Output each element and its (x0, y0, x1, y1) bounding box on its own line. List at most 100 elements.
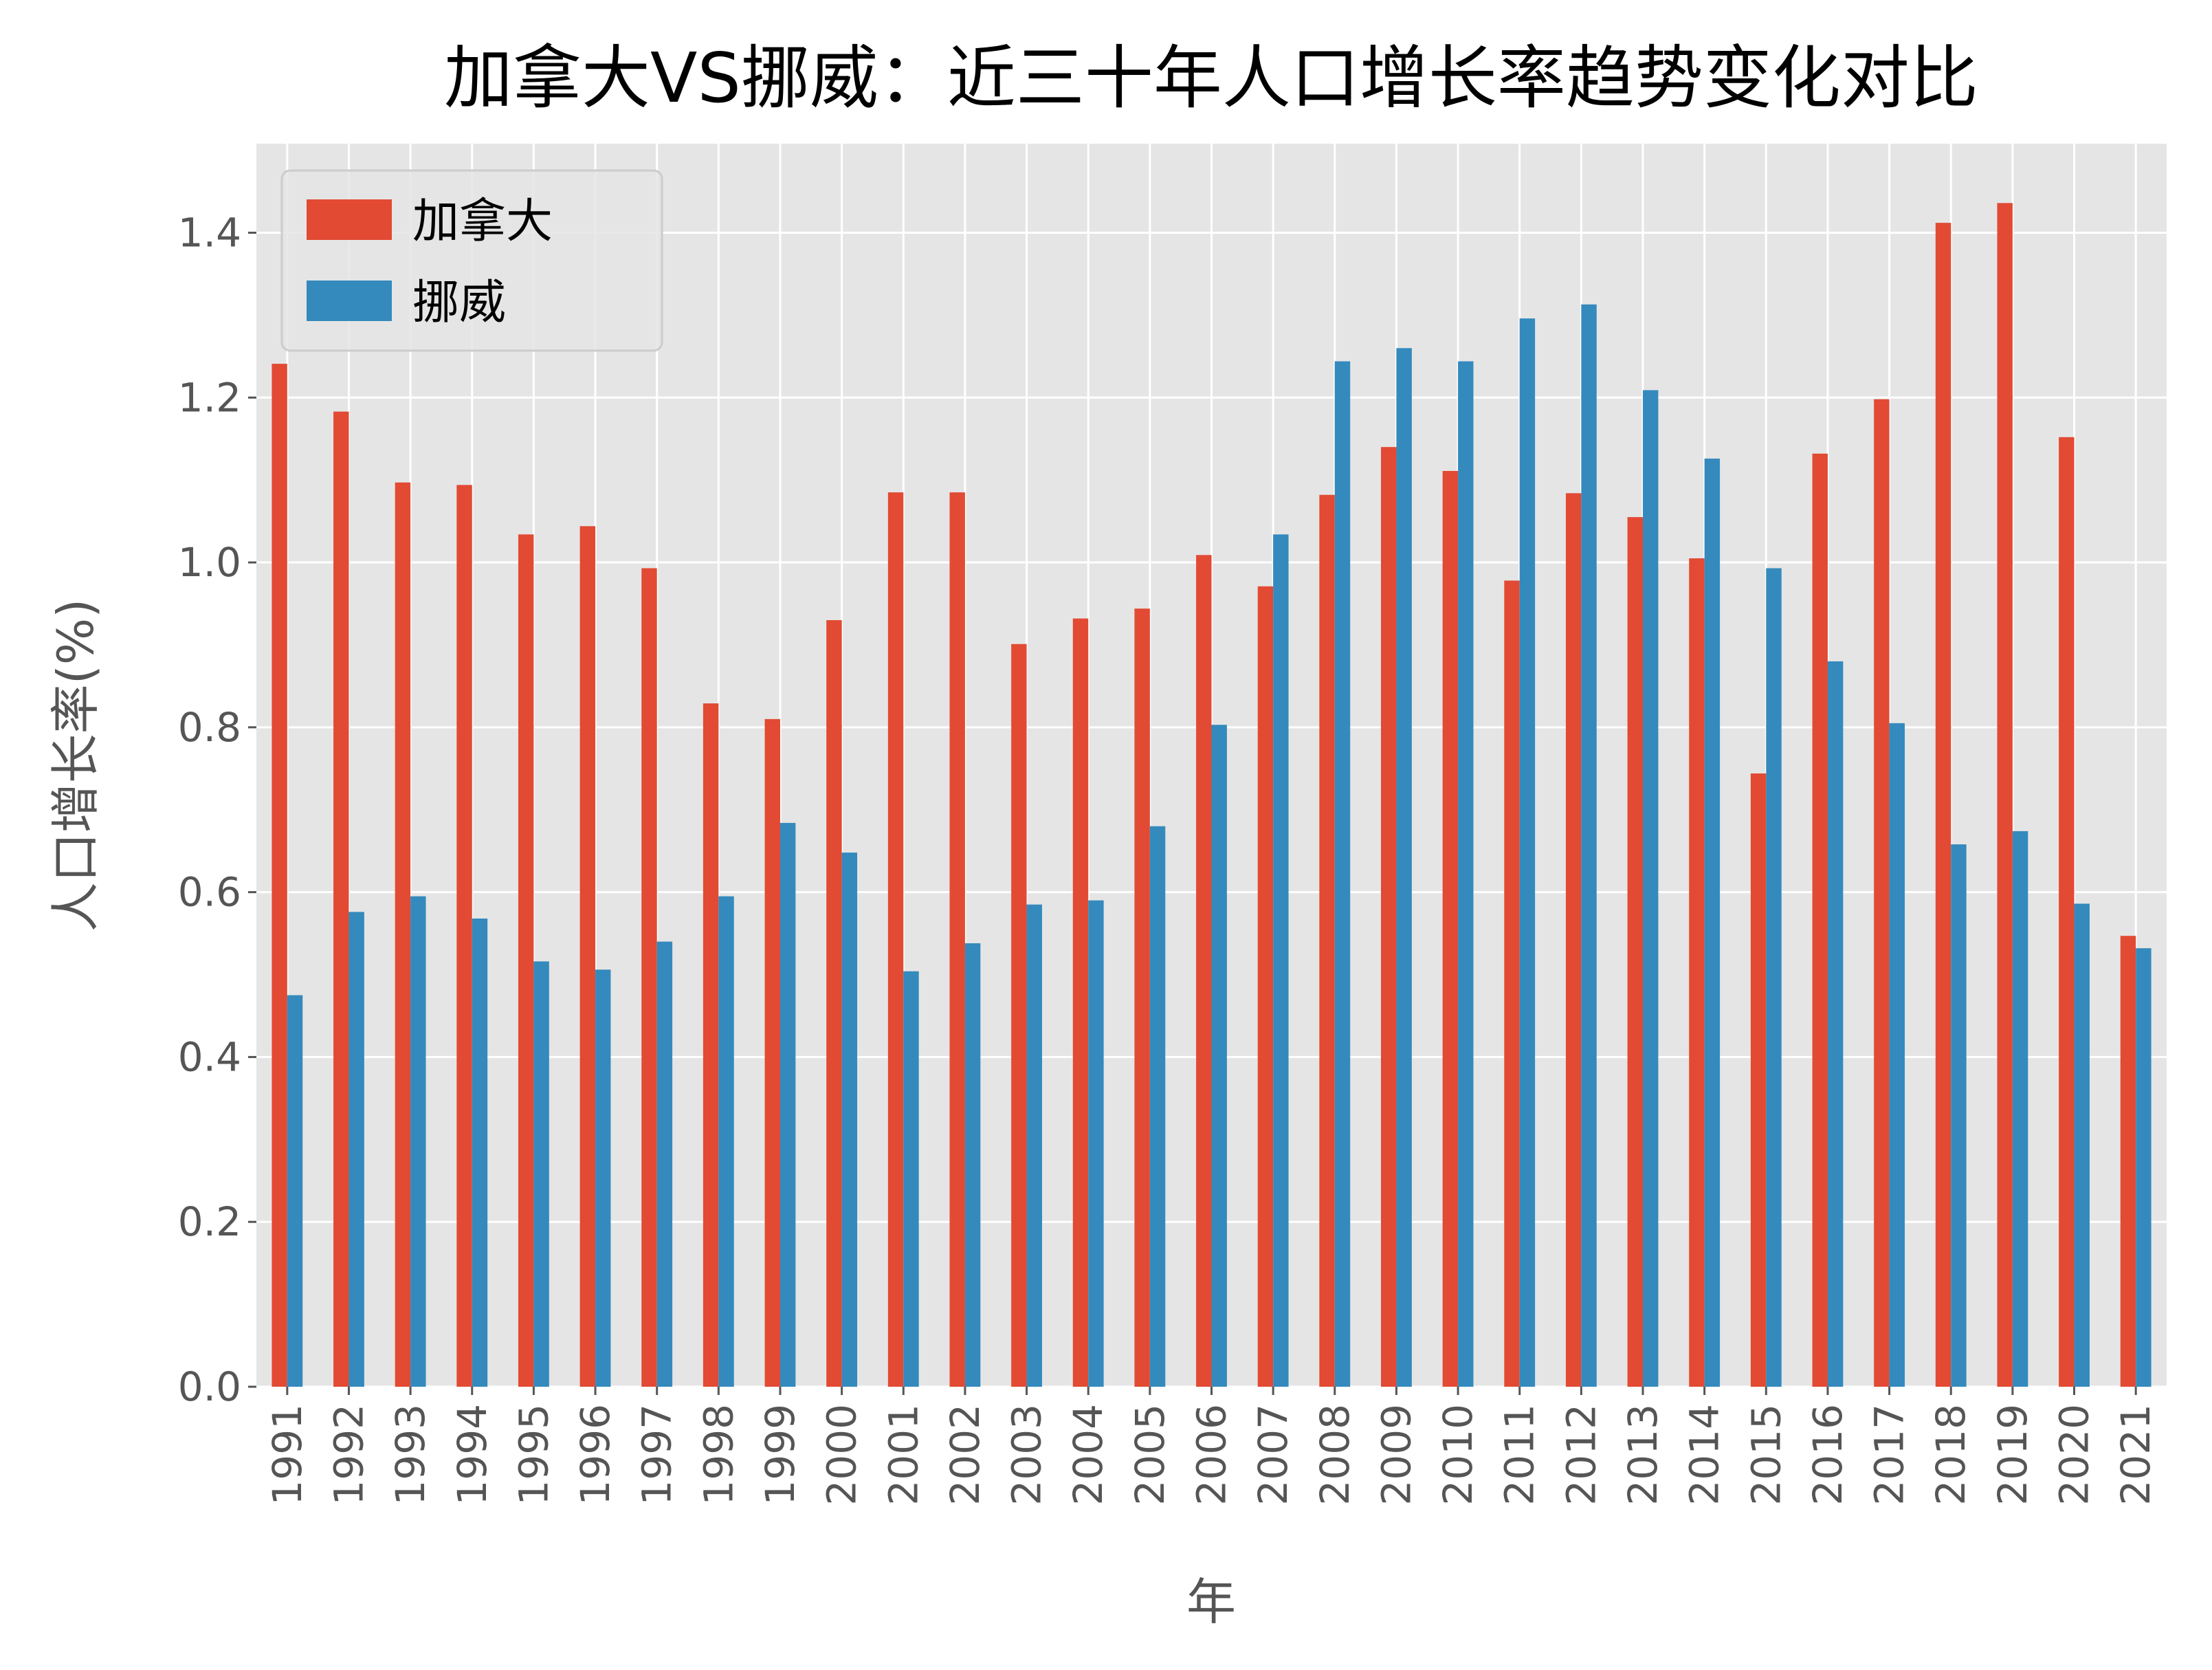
bar-norway-1995 (533, 961, 549, 1387)
x-tick-label: 2021 (2112, 1404, 2159, 1506)
y-tick-label: 0.2 (178, 1198, 241, 1245)
bar-norway-2006 (1211, 725, 1227, 1387)
x-tick-label: 2020 (2051, 1404, 2098, 1506)
bar-norway-1993 (410, 896, 426, 1387)
bar-canada-2015 (1750, 773, 1767, 1387)
x-tick-label: 2012 (1558, 1404, 1604, 1506)
bar-canada-2003 (1011, 644, 1027, 1387)
bar-canada-1999 (764, 718, 780, 1387)
bar-canada-1996 (579, 526, 596, 1387)
bar-canada-2019 (1997, 203, 2013, 1387)
x-tick-label: 2006 (1188, 1404, 1235, 1506)
bar-canada-2001 (887, 492, 904, 1387)
bar-canada-2018 (1935, 223, 1951, 1387)
bar-norway-2008 (1334, 361, 1351, 1387)
bar-norway-2014 (1704, 458, 1721, 1387)
x-tick-label: 1991 (264, 1404, 311, 1506)
bar-norway-2020 (2074, 903, 2090, 1387)
legend-swatch-norway (307, 281, 392, 321)
bar-canada-2010 (1442, 470, 1459, 1387)
legend-label-norway: 挪威 (412, 276, 506, 330)
legend-swatch-canada (307, 199, 392, 240)
x-tick-label: 2003 (1004, 1404, 1050, 1506)
bar-canada-2014 (1689, 558, 1705, 1387)
y-tick-label: 1.2 (178, 374, 241, 421)
y-tick-label: 0.4 (178, 1033, 241, 1080)
x-tick-label: 2014 (1681, 1404, 1728, 1506)
bar-norway-2011 (1519, 318, 1536, 1387)
bar-norway-1991 (287, 995, 303, 1387)
bar-canada-1992 (333, 411, 349, 1387)
bar-canada-2006 (1196, 555, 1212, 1387)
bar-norway-2015 (1766, 568, 1782, 1387)
y-tick-label: 0.6 (178, 869, 241, 916)
bar-canada-2009 (1381, 447, 1397, 1387)
x-tick-label: 2002 (942, 1404, 988, 1506)
x-tick-label: 1999 (757, 1404, 804, 1506)
bar-norway-2018 (1951, 844, 1967, 1387)
bar-norway-1998 (718, 896, 734, 1387)
bar-canada-2016 (1812, 453, 1828, 1387)
x-tick-label: 2008 (1312, 1404, 1358, 1506)
y-tick-label: 1.4 (178, 209, 241, 256)
bar-norway-2009 (1396, 348, 1412, 1387)
bar-norway-2021 (2136, 948, 2152, 1387)
bar-norway-1994 (472, 919, 488, 1387)
bar-canada-2000 (826, 619, 842, 1387)
chart-title: 加拿大VS挪威：近三十年人口增长率趋势变化对比 (444, 38, 1978, 118)
x-tick-label: 1996 (572, 1404, 619, 1506)
bar-canada-2004 (1072, 618, 1089, 1387)
x-tick-label: 2011 (1496, 1404, 1543, 1506)
bar-norway-2005 (1149, 826, 1166, 1387)
bar-norway-2001 (903, 971, 919, 1387)
x-tick-label: 1992 (325, 1404, 372, 1506)
x-tick-label: 2019 (1989, 1404, 2036, 1506)
bar-canada-2005 (1134, 608, 1150, 1387)
bars (272, 203, 2152, 1387)
y-tick-label: 0.8 (178, 704, 241, 751)
bar-canada-2011 (1504, 580, 1520, 1387)
bar-norway-2007 (1273, 534, 1289, 1387)
bar-canada-2008 (1319, 494, 1335, 1387)
legend-label-canada: 加拿大 (412, 195, 553, 249)
bar-norway-2002 (964, 943, 981, 1387)
bar-norway-1999 (779, 822, 796, 1387)
y-axis: 0.0 0.2 0.4 0.6 0.8 1.0 1.2 1.4 (178, 209, 256, 1410)
x-tick-label: 2001 (880, 1404, 927, 1506)
x-tick-label: 2013 (1619, 1404, 1666, 1506)
x-tick-label: 2010 (1435, 1404, 1481, 1506)
bar-canada-2020 (2059, 437, 2075, 1387)
x-tick-label: 2018 (1927, 1404, 1974, 1506)
x-tick-label: 2016 (1804, 1404, 1851, 1506)
bar-norway-2017 (1889, 723, 1905, 1387)
y-axis-label: 人口增长率(%) (47, 599, 104, 932)
bar-norway-1992 (349, 912, 364, 1387)
x-axis-label: 年 (1186, 1573, 1236, 1631)
bar-canada-2021 (2120, 936, 2136, 1387)
x-tick-label: 1993 (387, 1404, 434, 1506)
x-tick-label: 1995 (510, 1404, 557, 1506)
bar-norway-2004 (1088, 900, 1104, 1387)
bar-canada-1993 (395, 482, 411, 1387)
x-axis: 1991 1992 1993 1994 1995 1996 1997 1998 1999 2000… (264, 1387, 2159, 1506)
bar-norway-2012 (1581, 304, 1597, 1387)
bar-norway-1997 (656, 941, 673, 1387)
x-tick-label: 2000 (819, 1404, 865, 1506)
bar-canada-2002 (949, 492, 965, 1387)
bar-norway-2003 (1026, 904, 1042, 1387)
legend: 加拿大 挪威 (280, 169, 663, 352)
x-tick-label: 1994 (449, 1404, 496, 1506)
bar-norway-2016 (1827, 661, 1844, 1387)
bar-norway-2010 (1458, 361, 1474, 1387)
x-tick-label: 2007 (1250, 1404, 1296, 1506)
bar-norway-2000 (841, 853, 858, 1387)
x-tick-label: 2015 (1743, 1404, 1789, 1506)
bar-canada-2007 (1257, 586, 1274, 1387)
y-tick-label: 0.0 (178, 1363, 241, 1410)
x-tick-label: 2004 (1065, 1404, 1111, 1506)
bar-norway-2019 (2012, 831, 2028, 1387)
x-tick-label: 2005 (1127, 1404, 1173, 1506)
y-tick-label: 1.0 (178, 539, 241, 586)
x-tick-label: 1998 (695, 1404, 742, 1506)
